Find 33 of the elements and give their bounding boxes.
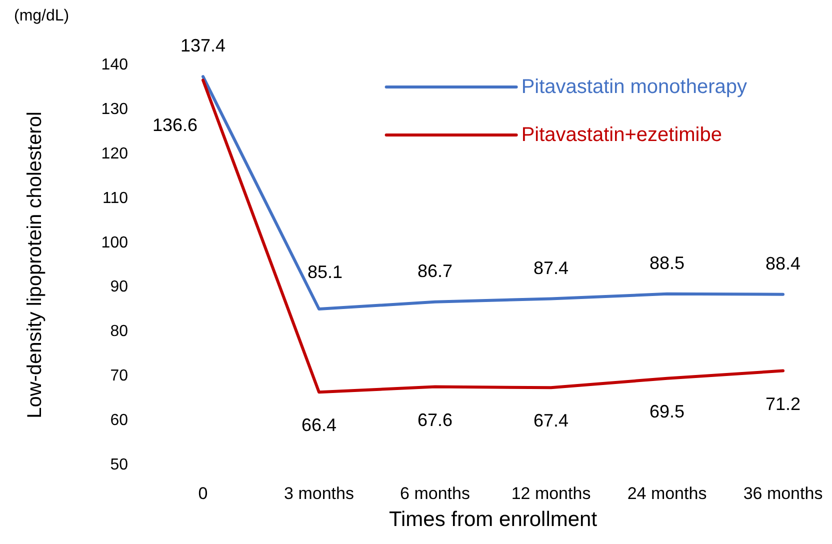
x-tick-label: 0 xyxy=(198,484,208,503)
data-label: 66.4 xyxy=(301,415,337,436)
data-label: 69.5 xyxy=(649,401,685,422)
data-label: 88.5 xyxy=(649,252,685,273)
x-axis-title: Times from enrollment xyxy=(388,508,598,531)
data-label: 88.4 xyxy=(765,253,801,274)
y-tick-label: 50 xyxy=(110,456,128,474)
y-axis-title: Low-density lipoprotein cholesterol xyxy=(24,112,46,418)
y-tick-label: 130 xyxy=(101,100,128,118)
data-label: 67.6 xyxy=(417,410,453,430)
y-tick-label: 60 xyxy=(110,412,128,430)
data-label: 71.2 xyxy=(765,394,801,414)
y-tick-label: 140 xyxy=(101,56,128,74)
x-tick-label: 36 months xyxy=(743,484,823,503)
text: (mg/dL) xyxy=(14,8,70,24)
x-tick-label: 24 months xyxy=(627,484,707,503)
x-tick-label: 6 months xyxy=(400,484,470,503)
text: Pitavastatin+ezetimibe xyxy=(521,124,722,146)
y-tick-label: 90 xyxy=(110,278,128,296)
x-tick-label: 12 months xyxy=(511,484,591,503)
y-tick-label: 80 xyxy=(110,323,128,340)
y-tick-label: 120 xyxy=(101,145,128,162)
data-label: 136.6 xyxy=(152,115,198,136)
data-label: 86.7 xyxy=(417,260,453,281)
x-tick-label: 3 months xyxy=(284,484,354,503)
data-label: 137.4 xyxy=(180,36,226,56)
data-label: 67.4 xyxy=(533,410,569,431)
y-tick-label: 110 xyxy=(102,190,128,207)
text: Pitavastatin monotherapy xyxy=(521,76,748,98)
data-label: 87.4 xyxy=(533,258,569,278)
data-label: 85.1 xyxy=(307,262,343,282)
y-tick-label: 100 xyxy=(101,234,128,252)
y-tick-label: 70 xyxy=(110,368,128,385)
